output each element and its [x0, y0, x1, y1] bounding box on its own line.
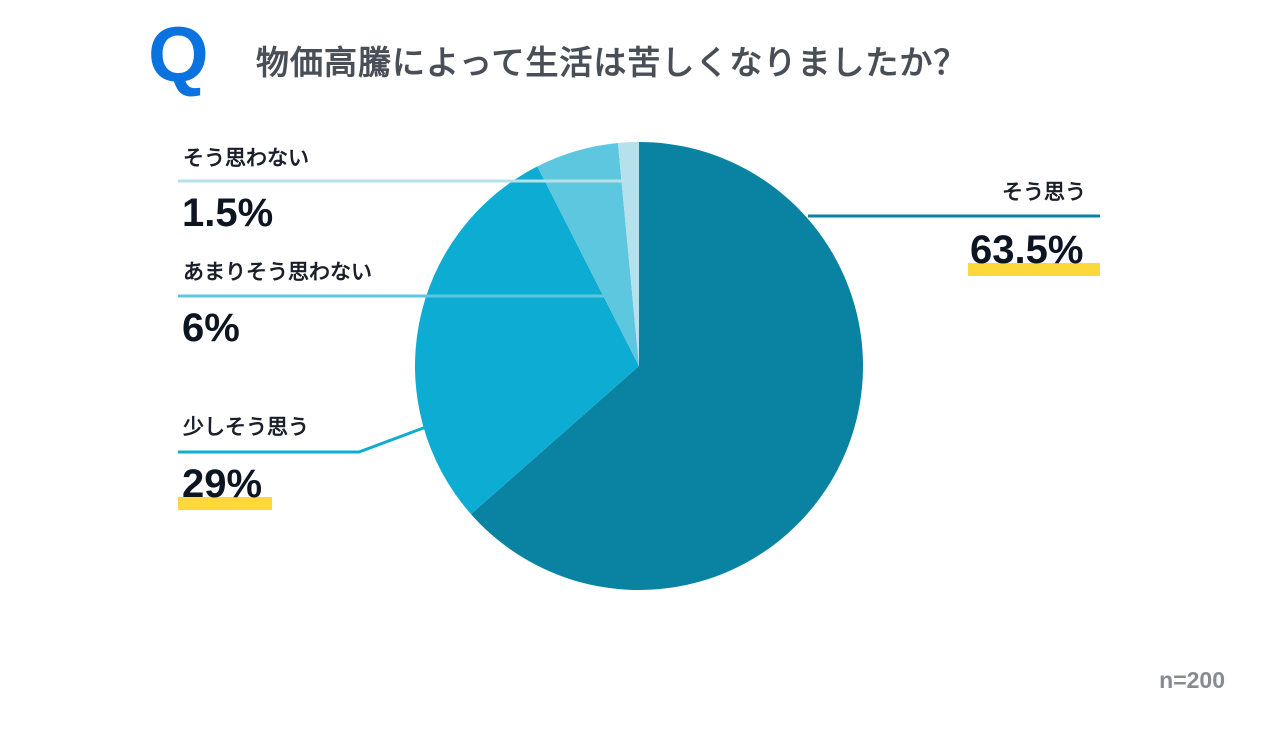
value-sou-omou: 63.5% [970, 228, 1084, 272]
q-mark-icon: Q [148, 10, 209, 98]
label-sou-omou: そう思う [1002, 180, 1086, 204]
chart-title: 物価高騰によって生活は苦しくなりましたか？ [256, 43, 968, 82]
highlight-sukoshi [178, 497, 272, 510]
leader-line-sukoshi [178, 425, 427, 454]
highlight-sou-omou [968, 263, 1100, 276]
label-amari: あまりそう思わない [183, 260, 372, 284]
value-omowanai: 1.5% [182, 191, 274, 235]
label-sukoshi: 少しそう思う [183, 415, 309, 439]
value-amari: 6% [182, 306, 240, 350]
slice-sukoshi [415, 166, 639, 515]
value-sukoshi: 29% [182, 462, 263, 506]
slice-amari [537, 142, 639, 366]
slice-sou-omou [470, 142, 864, 590]
sample-size: n=200 [1159, 667, 1225, 693]
slice-omowanai [617, 142, 639, 366]
pie-slices [415, 142, 864, 590]
label-omowanai: そう思わない [183, 146, 309, 170]
